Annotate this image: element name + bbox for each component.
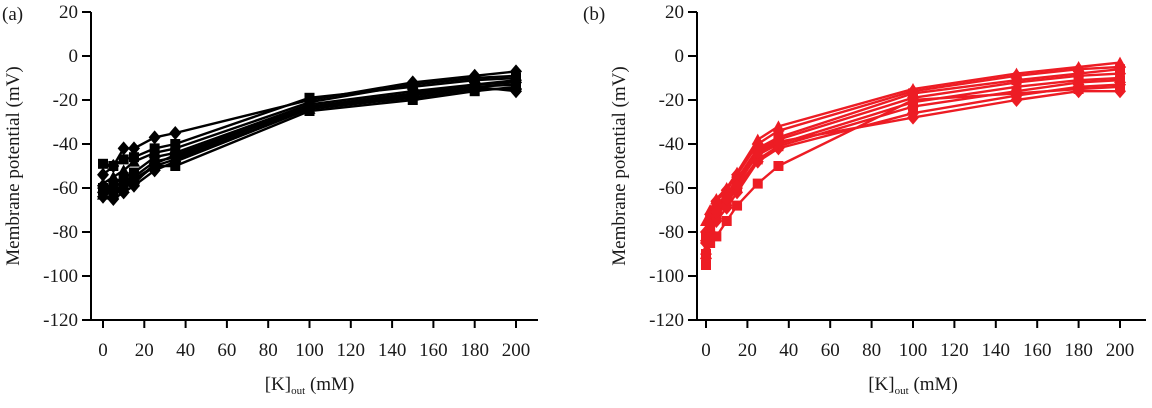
diamond-marker-icon <box>700 233 712 248</box>
x-tick-label: 200 <box>502 340 531 361</box>
y-tick-label: -40 <box>53 134 78 155</box>
square-marker-icon <box>705 238 716 248</box>
y-tick-label: -100 <box>43 266 78 287</box>
x-tick-label: 100 <box>899 340 928 361</box>
diamond-marker-icon <box>510 84 522 99</box>
diamond-marker-icon <box>907 110 919 125</box>
y-tick-label: -120 <box>649 310 684 331</box>
x-axis-title: [K]out (mM) <box>868 374 958 397</box>
diamond-marker-icon <box>772 134 785 149</box>
x-tick-label: 40 <box>176 340 195 361</box>
x-tick-label: 60 <box>217 340 236 361</box>
diamond-marker-icon <box>107 185 120 200</box>
x-tick-label: 160 <box>419 340 448 361</box>
square-marker-icon <box>908 95 918 105</box>
y-tick-label: -40 <box>659 134 684 155</box>
diamond-marker-icon <box>97 167 109 182</box>
x-tick-label: 80 <box>862 340 881 361</box>
diamond-marker-icon <box>127 141 140 156</box>
square-marker-icon <box>701 260 711 270</box>
diamond-marker-icon <box>148 130 161 145</box>
y-tick-label: 0 <box>69 46 79 67</box>
y-tick-label: -100 <box>649 266 684 287</box>
square-marker-icon <box>118 154 129 165</box>
diamond-marker-icon <box>1010 93 1023 107</box>
x-tick-label: 0 <box>98 340 108 361</box>
x-tick-label: 40 <box>779 340 798 361</box>
diamond-marker-icon <box>169 148 182 162</box>
diamond-marker-icon <box>117 141 130 156</box>
square-marker-icon <box>170 161 181 171</box>
square-marker-icon <box>711 231 722 242</box>
x-tick-label: 140 <box>378 340 407 361</box>
x-tick-label: 140 <box>982 340 1011 361</box>
y-tick-label: 20 <box>59 2 78 23</box>
square-marker-icon <box>773 161 784 171</box>
diamond-marker-icon <box>97 178 109 193</box>
y-tick-label: 0 <box>675 46 685 67</box>
chart-panel-b: (b) 20 0 -20 -40 -60 -80 -100 -120 0 20 40 60 80 100 12… <box>576 0 1152 408</box>
panel-label: (a) <box>2 4 23 25</box>
square-marker-icon <box>721 216 732 226</box>
series-line <box>102 74 517 185</box>
chart-panel-a: (a) 20 0 -20 -40 -60 -80 -100 -120 0 20 40 60 80 100 12… <box>2 2 538 397</box>
diamond-marker-icon <box>710 214 723 228</box>
y-tick-label: -120 <box>43 310 78 331</box>
square-marker-icon <box>98 158 108 169</box>
x-axis-title: [K]out (mM) <box>265 374 355 397</box>
series-line <box>102 76 517 168</box>
y-tick-label: -20 <box>53 90 78 111</box>
y-tick-label: -80 <box>659 222 684 243</box>
square-marker-icon <box>108 161 119 171</box>
diamond-marker-icon <box>303 99 316 114</box>
x-tick-label: 0 <box>701 340 711 361</box>
series-line <box>102 70 517 176</box>
y-tick-label: 20 <box>665 2 684 23</box>
y-axis-title: Membrane potential (mV) <box>3 66 24 265</box>
y-tick-label: -80 <box>53 222 78 243</box>
diamond-marker-icon <box>127 176 140 191</box>
x-tick-label: 100 <box>295 340 324 361</box>
square-marker-icon <box>752 178 763 189</box>
x-tick-label: 20 <box>135 340 154 361</box>
square-marker-icon <box>732 200 743 211</box>
diamond-marker-icon <box>169 126 182 140</box>
y-tick-label: -60 <box>659 178 684 199</box>
x-tick-label: 180 <box>1064 340 1093 361</box>
x-tick-label: 60 <box>821 340 840 361</box>
diamond-marker-icon <box>1114 84 1126 99</box>
diamond-marker-icon <box>468 79 481 94</box>
diamond-marker-icon <box>731 178 744 193</box>
diamond-marker-icon <box>704 218 717 233</box>
x-tick-label: 160 <box>1023 340 1051 361</box>
triangle-marker-icon <box>127 155 140 167</box>
diamond-marker-icon <box>117 176 130 191</box>
y-tick-label: -60 <box>53 178 78 199</box>
series-line <box>102 85 517 196</box>
x-tick-label: 180 <box>460 340 489 361</box>
series-group <box>700 56 1126 270</box>
x-tick-label: 20 <box>738 340 757 361</box>
diamond-marker-icon <box>720 192 733 206</box>
y-axis-title: Membrane potential (mV) <box>609 66 630 265</box>
series-line <box>102 85 517 194</box>
x-tick-label: 120 <box>337 340 366 361</box>
diamond-marker-icon <box>148 156 161 171</box>
panel-label: (b) <box>583 4 605 25</box>
diamond-marker-icon <box>751 145 764 160</box>
diamond-marker-icon <box>406 88 419 103</box>
x-tick-label: 120 <box>940 340 969 361</box>
x-tick-label: 200 <box>1106 340 1135 361</box>
series-group <box>97 64 522 206</box>
x-tick-label: 80 <box>259 340 278 361</box>
diamond-marker-icon <box>710 205 723 220</box>
y-tick-label: -20 <box>659 90 684 111</box>
diamond-marker-icon <box>1072 84 1085 99</box>
